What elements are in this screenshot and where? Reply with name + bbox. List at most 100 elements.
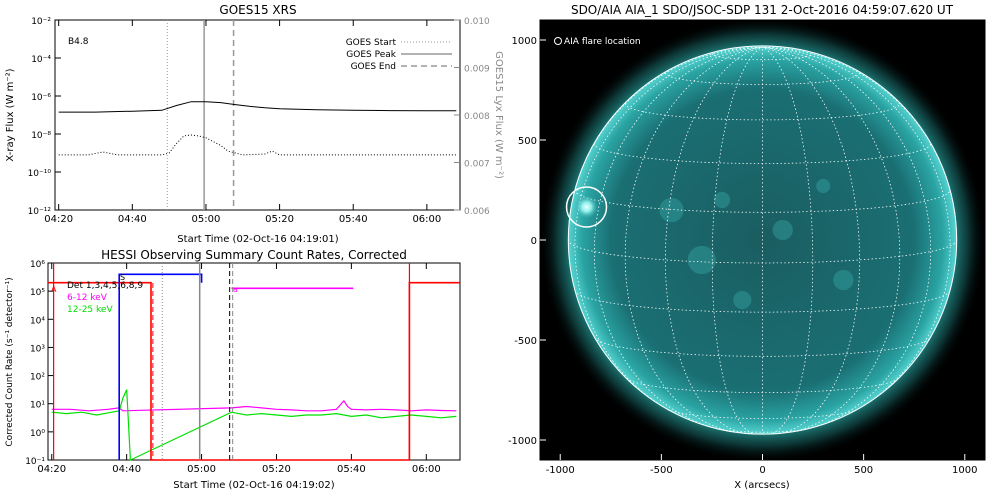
hessi-x-tick-label: 06:00 (412, 464, 441, 475)
hessi-legend-label: 6-12 keV (67, 293, 108, 303)
goes-plot-frame (54, 19, 461, 211)
hessi-y-tick-label: 10⁶ (30, 260, 45, 270)
goes-x-tick-label: 05:20 (265, 214, 294, 225)
goes-y2-tick-label: 0.007 (464, 160, 490, 170)
aia-x-tick-label: -500 (650, 465, 673, 476)
goes-legend: GOES Start GOES Peak GOES End (346, 38, 452, 72)
hessi-y-tick-label: 10⁻¹ (25, 457, 45, 467)
aia-active-region (713, 191, 731, 209)
goes-legend-label: GOES End (351, 62, 396, 72)
hessi-x-tick-label: 05:20 (262, 464, 291, 475)
aia-limb-circle (567, 45, 958, 435)
aia-grid-line (624, 46, 763, 434)
hessi-y-tick-label: 10³ (30, 344, 45, 354)
aia-x-axis: -1000 -500 0 500 1000 (546, 454, 977, 476)
aia-x-tick-label: 1000 (952, 465, 977, 476)
aia-grid-line (594, 337, 931, 357)
hessi-legend: Det 1,3,4,5,6,8,9 6-12 keV 12-25 keV (67, 281, 143, 315)
hessi-x-tick-label: 05:40 (337, 464, 366, 475)
goes-x-tick-label: 04:20 (44, 214, 73, 225)
hessi-y-tick-label: 10⁰ (30, 429, 45, 439)
aia-y-tick-label: 500 (518, 136, 537, 147)
goes-class-label: B4.8 (68, 37, 89, 47)
hessi-x-tick-label: 05:00 (187, 464, 216, 475)
hessi-series-line-3 (118, 273, 203, 460)
hessi-panel: HESSI Observing Summary Count Rates, Cor… (5, 248, 461, 491)
aia-x-tick-label: -1000 (546, 465, 575, 476)
goes-y2-tick-label: 0.008 (464, 112, 490, 122)
goes-legend-label: GOES Peak (346, 50, 396, 60)
aia-active-region (687, 245, 716, 275)
hessi-y-tick-label: 10⁴ (30, 316, 45, 326)
aia-grid-line (762, 46, 901, 434)
hessi-series-line-1 (51, 389, 457, 461)
aia-grid-line (762, 46, 861, 435)
goes-y-tick-label: 10⁻⁴ (31, 55, 51, 65)
hessi-ylabel: Corrected Count Rate (s⁻¹ detector⁻¹) (5, 277, 15, 446)
hessi-series (48, 263, 460, 461)
hessi-y-tick-label: 10¹ (30, 401, 45, 411)
hessi-title: HESSI Observing Summary Count Rates, Cor… (101, 248, 407, 262)
goes-y-tick-label: 10⁻¹⁰ (28, 169, 52, 179)
goes-xlabel: Start Time (02-Oct-16 04:19:01) (177, 234, 338, 245)
goes-panel: GOES15 XRS B4.8 04:20 04:40 05:00 05:20 05:4… (5, 3, 504, 245)
aia-active-region (772, 219, 793, 241)
goes-y-axis: 10⁻¹² 10⁻¹⁰ 10⁻⁸ 10⁻⁶ 10⁻⁴ 10⁻² (28, 17, 61, 217)
hessi-y-tick-label: 10⁵ (30, 288, 45, 298)
goes-x-tick-label: 05:00 (192, 214, 221, 225)
hessi-x-tick-label: 04:40 (112, 464, 141, 475)
aia-active-region (833, 269, 854, 291)
aia-flare-location-marker (565, 186, 608, 228)
aia-flare-glow (574, 195, 599, 219)
goes-ylabel: X-ray Flux (W m⁻²) (5, 68, 16, 161)
aia-grid-line (717, 428, 808, 433)
aia-x-tick-label: 0 (759, 465, 765, 476)
aia-y-axis: -1000 -500 0 500 1000 (508, 36, 546, 447)
aia-title: SDO/AIA AIA_1 SDO/JSOC-SDP 131 2-Oct-201… (571, 3, 954, 17)
aia-grid-line (762, 46, 814, 435)
goes-y-tick-label: 10⁻⁸ (31, 131, 51, 141)
goes-y2-axis: 0.006 0.007 0.008 0.009 0.010 (454, 17, 490, 217)
hessi-plot-frame (47, 262, 461, 461)
aia-y-tick-label: -500 (514, 336, 537, 347)
goes-y-tick-label: 10⁻² (31, 17, 51, 27)
goes-y2label: GOES15 Lyx Flux (W m⁻²) (493, 51, 504, 179)
hessi-marker-a: A (51, 285, 57, 294)
goes-y2-tick-label: 0.010 (464, 17, 490, 27)
goes-y-tick-label: 10⁻⁶ (31, 93, 51, 103)
hessi-legend-label: 12-25 keV (67, 305, 113, 315)
aia-x-tick-label: 500 (854, 465, 873, 476)
hessi-xlabel: Start Time (02-Oct-16 04:19:02) (173, 480, 334, 491)
hessi-marker-b: a (233, 285, 238, 294)
hessi-x-tick-label: 04:20 (37, 464, 66, 475)
aia-legend-circle-icon (554, 37, 562, 45)
aia-grid-line (711, 46, 763, 435)
goes-y2-tick-label: 0.009 (464, 65, 490, 75)
goes-legend-label: GOES Start (346, 38, 397, 48)
aia-legend-label: AIA flare location (564, 37, 641, 47)
goes-event-lines (166, 20, 235, 210)
goes-x-axis: 04:20 04:40 05:00 05:20 05:40 06:00 (44, 20, 441, 225)
aia-active-region (659, 197, 684, 223)
hessi-y-tick-label: 10² (30, 373, 45, 383)
aia-panel: SDO/AIA AIA_1 SDO/JSOC-SDP 131 2-Oct-201… (508, 3, 986, 491)
goes-y2-tick-label: 0.006 (464, 207, 490, 217)
goes-series-line-0 (58, 101, 457, 113)
aia-active-region (816, 178, 831, 194)
goes-x-tick-label: 05:40 (339, 214, 368, 225)
hessi-marker-s: S (120, 273, 125, 282)
aia-xlabel: X (arcsecs) (734, 480, 790, 491)
aia-active-regions (659, 178, 854, 310)
aia-y-tick-label: 1000 (512, 36, 537, 47)
aia-active-region (733, 290, 752, 310)
hessi-event-lines (152, 263, 234, 460)
goes-series (58, 101, 457, 156)
goes-title: GOES15 XRS (219, 3, 296, 17)
aia-grid-line (664, 46, 763, 435)
hessi-y-axis: 10⁻¹ 10⁰ 10¹ 10² 10³ 10⁴ 10⁵ 10⁶ (25, 260, 54, 467)
hessi-series-line-0 (51, 399, 457, 412)
hessi-legend-label: Det 1,3,4,5,6,8,9 (67, 281, 143, 291)
aia-y-tick-label: -1000 (508, 436, 537, 447)
aia-grid-line (762, 46, 951, 417)
